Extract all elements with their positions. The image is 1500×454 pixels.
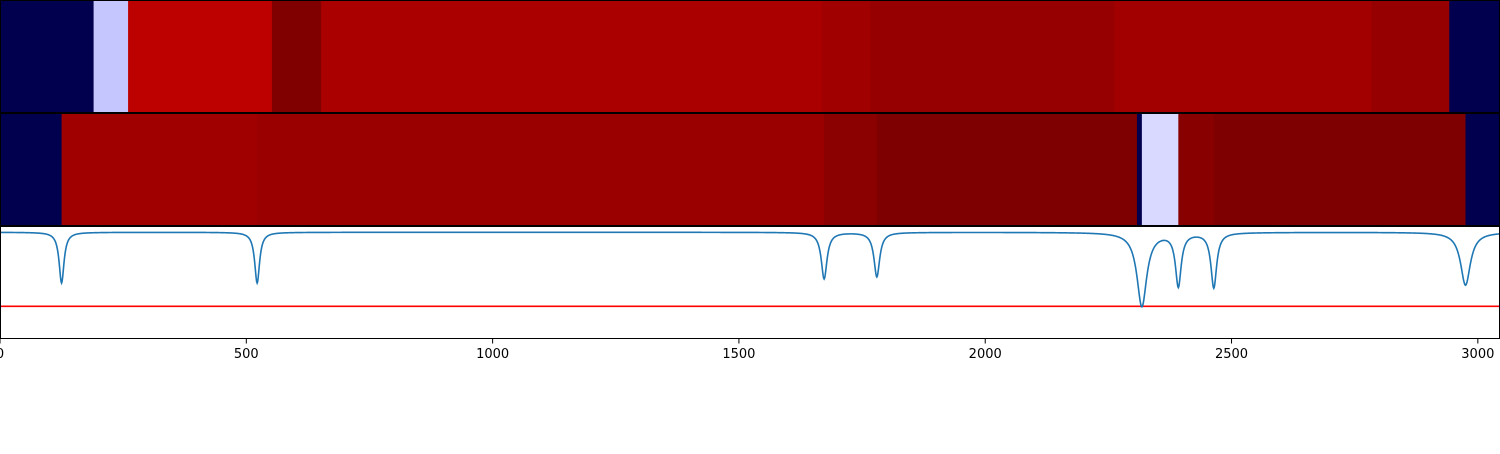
- middle-band-segment-5: [1136, 114, 1143, 225]
- x-tick-label-0: 0: [0, 347, 4, 362]
- top-band-segment-7: [1114, 1, 1373, 112]
- line-plot-panel: [0, 231, 1500, 309]
- top-band-segment-3: [271, 1, 322, 112]
- x-tick-label-1500: 1500: [722, 347, 755, 362]
- middle-band-segment-6: [1141, 114, 1179, 225]
- x-axis: 0 500 1000 1500 2000 2500 3000: [0, 338, 1494, 362]
- top-band-segment-5: [821, 1, 871, 112]
- top-band-segment-9: [1449, 1, 1500, 112]
- middle-band-segment-8: [1213, 114, 1467, 225]
- middle-band-segment-7: [1178, 114, 1215, 225]
- middle-band-segment-4: [876, 114, 1138, 225]
- signal-series-line: [0, 231, 1500, 309]
- x-tick-label-1000: 1000: [476, 347, 509, 362]
- top-band-segment-4: [321, 1, 823, 112]
- middle-band-segment-1: [61, 114, 258, 225]
- middle-band-segment-9: [1465, 114, 1500, 225]
- top-band-segment-6: [869, 1, 1115, 112]
- x-tick-label-2500: 2500: [1215, 347, 1248, 362]
- top-band-segment-1: [93, 1, 129, 112]
- middle-band-segment-3: [824, 114, 878, 225]
- x-tick-label-500: 500: [234, 347, 259, 362]
- heatmap-band-top: [0, 1, 1500, 112]
- heatmap-band-middle: [0, 114, 1500, 225]
- x-tick-label-2000: 2000: [969, 347, 1002, 362]
- middle-band-segment-0: [0, 114, 63, 225]
- middle-band-segment-2: [257, 114, 825, 225]
- x-tick-label-3000: 3000: [1461, 347, 1494, 362]
- line-plot-frame: [0, 226, 1500, 339]
- top-band-segment-0: [0, 1, 95, 112]
- top-band-segment-8: [1371, 1, 1450, 112]
- top-band-segment-2: [128, 1, 273, 112]
